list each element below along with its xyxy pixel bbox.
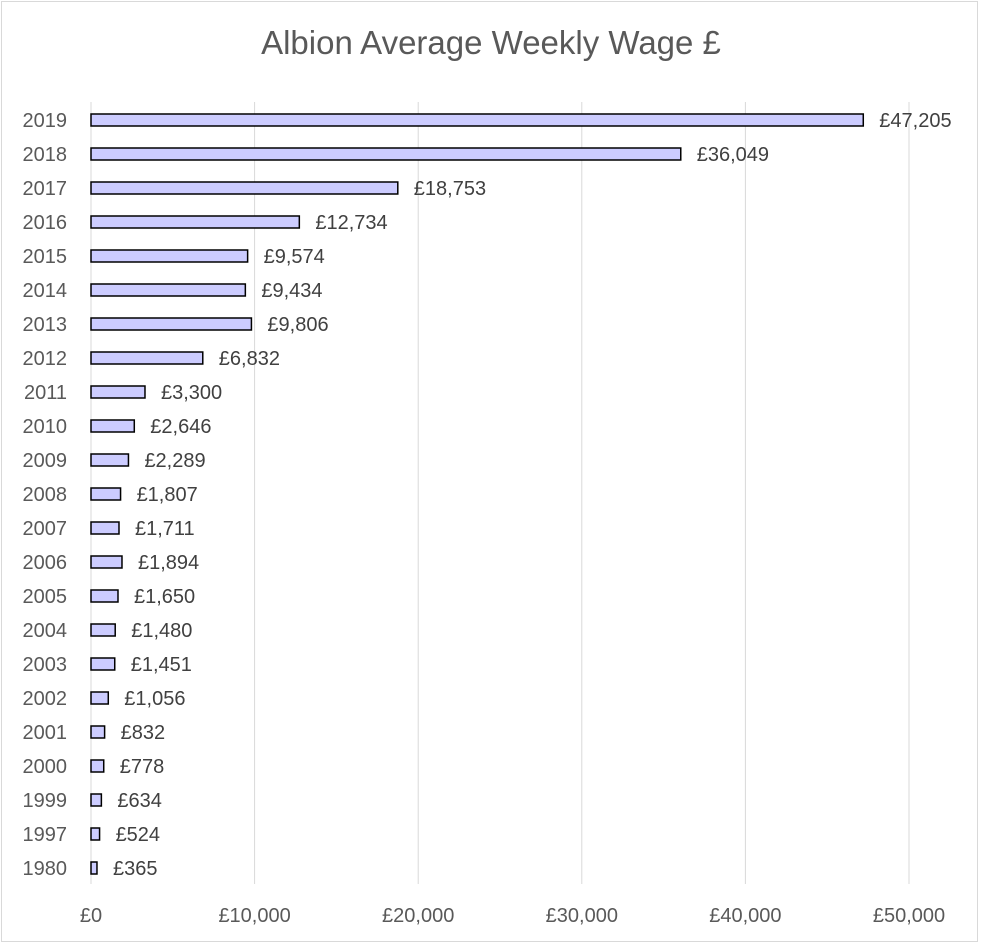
y-tick-label: 2016 (23, 212, 68, 234)
bar (90, 623, 116, 637)
data-label: £47,205 (879, 110, 951, 132)
y-tick-label: 2012 (23, 348, 68, 370)
y-tick-label: 2004 (23, 620, 68, 642)
bar (90, 181, 399, 195)
x-tick-label: £50,000 (873, 905, 945, 927)
data-label: £12,734 (315, 212, 387, 234)
data-label: £778 (120, 756, 165, 778)
y-tick-label: 2008 (23, 484, 68, 506)
y-tick-label: 2011 (24, 382, 67, 404)
bar (90, 147, 682, 161)
data-label: £1,451 (131, 654, 192, 676)
y-tick-label: 2001 (23, 722, 68, 744)
y-tick-label: 2017 (23, 178, 68, 200)
data-label: £18,753 (414, 178, 486, 200)
data-label: £1,807 (137, 484, 198, 506)
y-tick-label: 2015 (23, 246, 68, 268)
data-label: £9,434 (261, 280, 322, 302)
data-label: £2,646 (150, 416, 211, 438)
y-tick-label: 2014 (23, 280, 68, 302)
bar (90, 385, 146, 399)
data-label: £6,832 (219, 348, 280, 370)
bar (90, 487, 122, 501)
bars (90, 113, 865, 875)
data-label: £1,650 (134, 586, 195, 608)
y-tick-label: 2019 (23, 110, 68, 132)
x-tick-label: £0 (80, 905, 102, 927)
y-tick-label: 1999 (23, 790, 68, 812)
data-label: £9,574 (264, 246, 325, 268)
bar (90, 453, 130, 467)
y-tick-label: 2010 (23, 416, 68, 438)
y-tick-label: 2002 (23, 688, 68, 710)
y-tick-label: 2007 (23, 518, 68, 540)
data-label: £524 (116, 824, 160, 846)
y-tick-label: 2018 (23, 144, 68, 166)
data-label: £1,480 (131, 620, 192, 642)
data-label: £1,894 (138, 552, 199, 574)
data-label: £2,289 (144, 450, 205, 472)
data-label: £1,711 (135, 518, 195, 540)
bar (90, 589, 119, 603)
x-tick-label: £30,000 (546, 905, 618, 927)
bar (90, 283, 247, 297)
bar (90, 657, 116, 671)
data-label: £36,049 (697, 144, 769, 166)
bar (90, 793, 103, 807)
y-tick-label: 1980 (23, 858, 68, 880)
chart-title: Albion Average Weekly Wage £ (261, 24, 721, 61)
bar (90, 759, 105, 773)
data-label: £9,806 (267, 314, 328, 336)
data-label: £3,300 (161, 382, 222, 404)
labels: £0 £10,000 £20,000 £30,000 £40,000 £50,000 201… (23, 110, 952, 927)
bar (90, 215, 301, 229)
bar (90, 419, 136, 433)
bar (90, 521, 120, 535)
y-tick-label: 2013 (23, 314, 68, 336)
y-tick-label: 2000 (23, 756, 68, 778)
data-label: £1,056 (124, 688, 185, 710)
data-label: £365 (113, 858, 158, 880)
bar (90, 555, 123, 569)
bar (90, 249, 249, 263)
y-tick-label: 1997 (23, 824, 68, 846)
data-label: £832 (121, 722, 165, 744)
x-tick-label: £40,000 (709, 905, 781, 927)
data-label: £634 (117, 790, 162, 812)
y-tick-label: 2006 (23, 552, 68, 574)
bar (90, 351, 204, 365)
y-tick-label: 2005 (23, 586, 68, 608)
x-tick-label: £10,000 (218, 905, 290, 927)
bar (90, 317, 253, 331)
gridlines (90, 102, 910, 884)
bar (90, 691, 110, 705)
bar (90, 827, 101, 841)
bar (90, 725, 106, 739)
y-tick-label: 2009 (23, 450, 68, 472)
bar (90, 861, 98, 875)
x-tick-label: £20,000 (382, 905, 454, 927)
bar (90, 113, 865, 127)
y-tick-label: 2003 (23, 654, 68, 676)
